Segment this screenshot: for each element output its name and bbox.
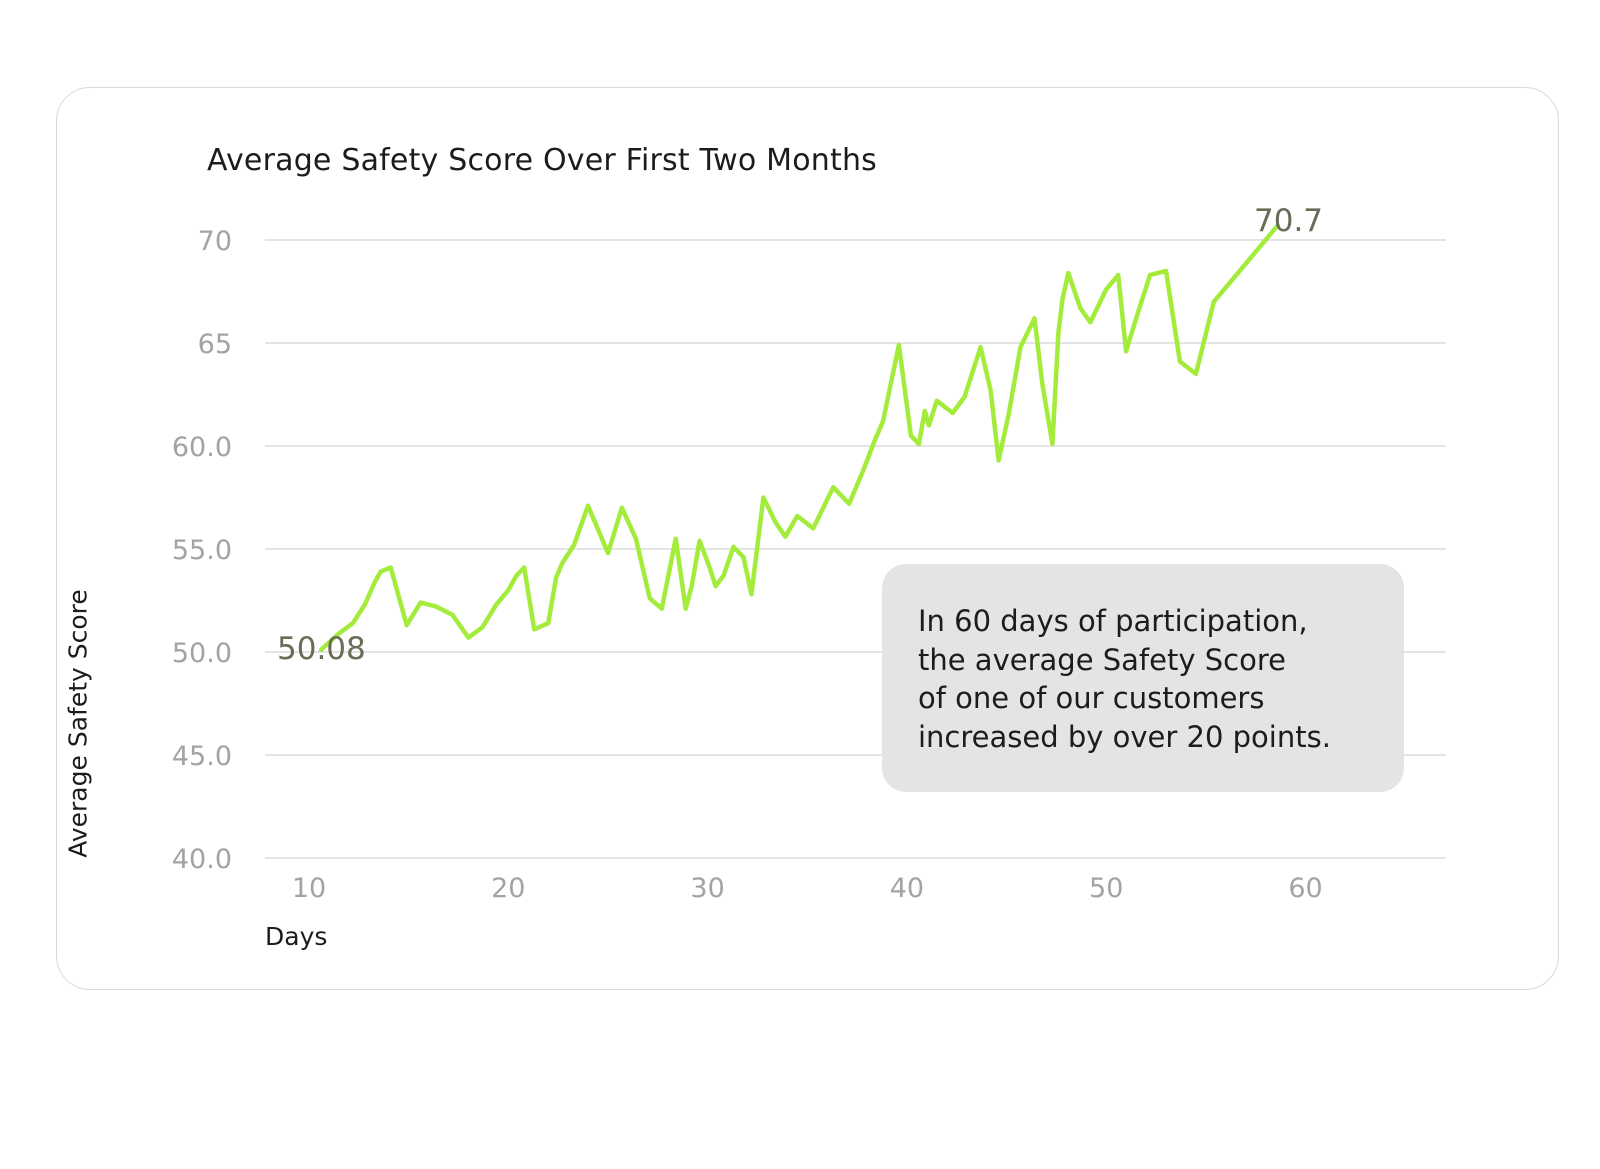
series-lines — [318, 223, 1280, 653]
x-tick-label: 30 — [690, 873, 724, 904]
x-axis-label: Days — [265, 922, 328, 951]
y-tick-label: 60.0 — [172, 432, 232, 463]
y-tick-labels: 40.0 45.0 50.0 55.0 60.0 65 70 — [172, 226, 232, 875]
start-value-label: 50.08 — [277, 631, 366, 667]
x-tick-labels: 10 20 30 40 50 60 — [292, 873, 1323, 904]
chart-title: Average Safety Score Over First Two Mont… — [207, 143, 877, 178]
x-tick-label: 10 — [292, 873, 326, 904]
callout-box: In 60 days of participation, the average… — [882, 564, 1404, 792]
y-tick-label: 40.0 — [172, 844, 232, 875]
y-axis-label: Average Safety Score — [63, 589, 93, 858]
y-tick-label: 50.0 — [172, 638, 232, 669]
y-tick-label: 65 — [198, 329, 232, 360]
y-tick-label: 55.0 — [172, 535, 232, 566]
y-tick-label: 70 — [198, 226, 232, 257]
x-tick-label: 50 — [1089, 873, 1123, 904]
y-tick-label: 45.0 — [172, 741, 232, 772]
callout-text: In 60 days of participation, the average… — [918, 604, 1331, 754]
x-tick-label: 20 — [491, 873, 525, 904]
series-line — [318, 223, 1280, 653]
end-value-label: 70.7 — [1254, 203, 1323, 239]
chart-card — [56, 87, 1559, 990]
annotations: 50.08 70.7 — [277, 203, 1323, 667]
x-tick-label: 60 — [1288, 873, 1322, 904]
x-tick-label: 40 — [890, 873, 924, 904]
